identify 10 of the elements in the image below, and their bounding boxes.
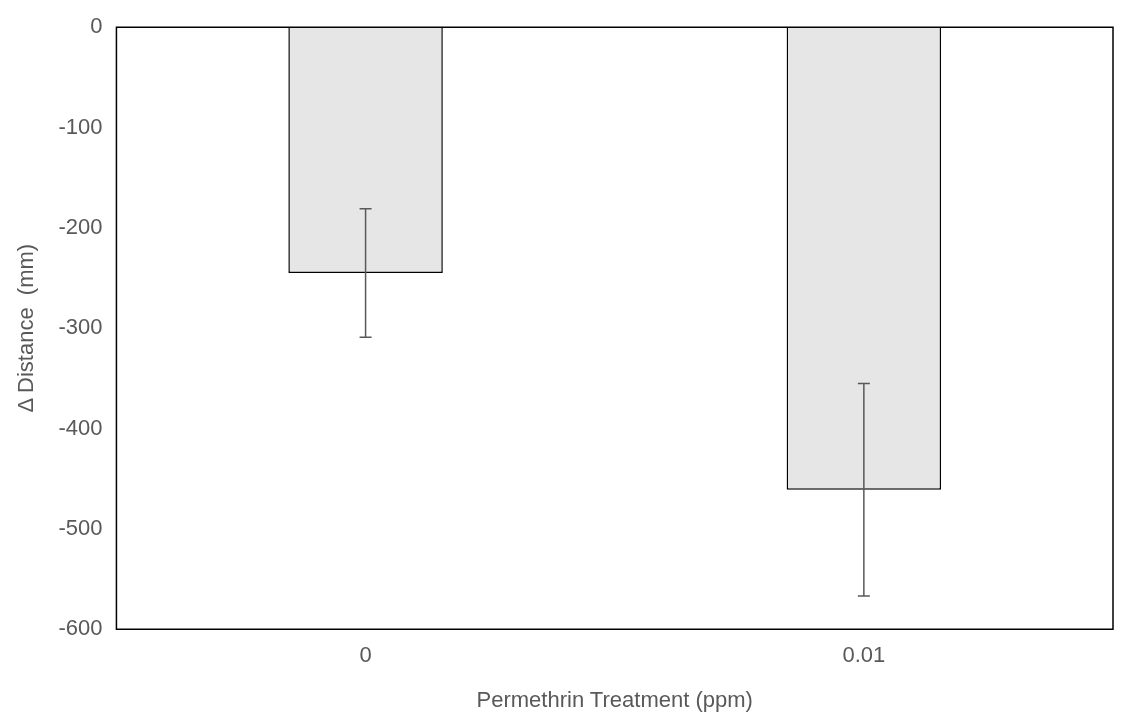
y-tick-label: -600 [58,615,103,641]
y-tick-label: -400 [58,414,103,440]
x-tick-label: 0.01 [842,642,886,668]
y-tick-label: -100 [58,113,103,139]
y-tick-label: -300 [58,314,103,340]
y-axis-title: Δ Distance (mm) [13,243,39,413]
y-tick-label: -500 [58,514,103,540]
y-tick-label: -200 [58,213,103,239]
y-tick-label: 0 [90,13,103,39]
x-axis-title: Permethrin Treatment (ppm) [476,686,753,712]
